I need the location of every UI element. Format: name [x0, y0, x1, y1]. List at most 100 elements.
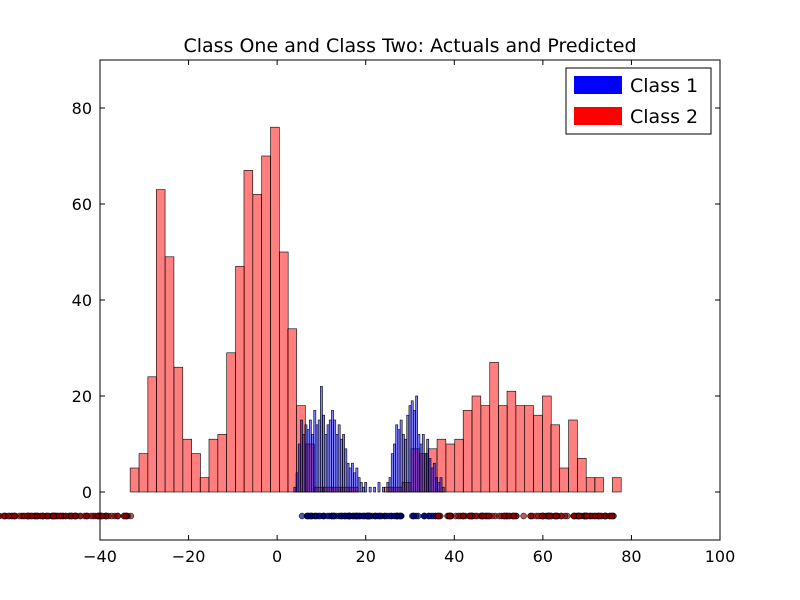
- strip-group: [298, 512, 439, 520]
- histogram-bar: [462, 410, 473, 493]
- histogram-bar: [199, 477, 210, 493]
- histogram-bar: [315, 424, 319, 493]
- histogram-bar: [339, 438, 343, 493]
- x-tick-label: 40: [444, 547, 464, 566]
- strip-point: [396, 512, 403, 520]
- histogram-bar: [279, 251, 289, 493]
- strip-point: [50, 512, 57, 520]
- y-tick-label: 60: [72, 195, 92, 214]
- strip-point: [122, 512, 130, 520]
- histogram-bar: [437, 482, 441, 493]
- histogram-bar: [489, 362, 499, 493]
- strip-point: [553, 512, 560, 520]
- x-tick-label: −20: [172, 547, 206, 566]
- histogram-bar: [337, 424, 341, 493]
- histogram-bar: [421, 434, 425, 493]
- histogram-bar: [320, 386, 323, 493]
- histogram-bar: [386, 482, 390, 493]
- strip-point: [5, 512, 12, 520]
- histogram-bar: [164, 256, 175, 493]
- strip-point: [39, 512, 46, 520]
- strip-point: [55, 512, 63, 520]
- axes: −40 −20 0 20 40 60 80 100 0 20 40 60 80: [72, 59, 736, 566]
- strip-group: [0, 512, 135, 520]
- histogram-bar: [399, 419, 403, 493]
- strip-point: [446, 512, 453, 520]
- histogram-bar: [390, 453, 394, 493]
- histogram-bar: [351, 462, 354, 493]
- strip-point: [21, 512, 28, 520]
- histogram-bar: [313, 410, 317, 493]
- histogram-bar: [441, 486, 445, 493]
- histogram-bar: [585, 477, 596, 493]
- plot-area: [129, 126, 622, 493]
- strip-point: [328, 512, 336, 520]
- strip-point: [72, 512, 79, 520]
- strip-point: [496, 512, 503, 520]
- histogram-bar: [335, 434, 339, 493]
- histogram-bar: [417, 434, 421, 493]
- histogram-bar: [331, 410, 334, 493]
- chart-title: Class One and Class Two: Actuals and Pre…: [183, 35, 636, 57]
- histogram-bar: [415, 395, 419, 493]
- histogram-bar: [410, 400, 414, 493]
- legend-label-class-1: Class 1: [630, 75, 698, 97]
- legend-swatch-class-2: [574, 107, 622, 125]
- histogram-bar: [401, 434, 405, 493]
- histogram-bar: [454, 438, 464, 493]
- strip-point: [459, 512, 467, 520]
- y-tick-label: 80: [72, 99, 92, 118]
- legend-swatch-class-1: [574, 76, 622, 94]
- histogram-bar: [515, 405, 525, 493]
- histogram-bar: [359, 482, 363, 493]
- histogram-bar: [322, 414, 326, 493]
- histogram-bar: [524, 405, 534, 493]
- histogram-bar: [182, 438, 192, 493]
- strip-point: [505, 512, 513, 520]
- histogram-bar: [300, 419, 303, 493]
- series-class-1: [293, 386, 445, 493]
- strip-point: [99, 512, 106, 520]
- histogram-bar: [506, 390, 517, 493]
- histogram-bar: [293, 486, 297, 493]
- histogram-bar: [377, 482, 381, 493]
- strip-point: [28, 512, 36, 520]
- histogram-bar: [270, 126, 280, 493]
- legend-label-class-2: Class 2: [630, 106, 698, 128]
- y-tick-label: 40: [72, 291, 92, 310]
- histogram-bar: [353, 472, 357, 493]
- histogram-bar: [138, 453, 149, 493]
- histogram-bar: [226, 352, 236, 493]
- strip-group: [434, 512, 617, 520]
- strip-point: [114, 512, 121, 520]
- histogram-bar: [311, 434, 314, 493]
- histogram-bar: [191, 453, 201, 493]
- strip-point: [434, 512, 442, 520]
- histogram-bar: [612, 477, 622, 493]
- histogram-bar: [302, 434, 306, 493]
- histogram-bar: [297, 443, 301, 493]
- histogram-bar: [498, 405, 508, 493]
- strip-point: [591, 512, 599, 520]
- histogram-bar: [306, 429, 310, 493]
- strip-point: [364, 512, 372, 520]
- strip-points: [0, 512, 617, 520]
- strip-point: [11, 512, 18, 520]
- histogram-bar: [362, 486, 365, 493]
- histogram-bar: [550, 424, 560, 493]
- strip-point: [410, 512, 417, 520]
- strip-point: [539, 512, 546, 520]
- histogram-bar: [408, 405, 412, 493]
- legend: Class 1 Class 2: [565, 67, 712, 135]
- histogram-bar: [373, 486, 376, 493]
- strip-point: [298, 512, 306, 520]
- strip-point: [545, 512, 553, 520]
- x-tick-label: −40: [83, 547, 117, 566]
- histogram-bar: [388, 477, 392, 493]
- x-tick-label: 100: [705, 547, 736, 566]
- histogram-bar: [261, 155, 271, 493]
- strip-point: [421, 512, 428, 520]
- x-tick-label: 0: [272, 547, 282, 566]
- y-tick-label: 20: [72, 387, 92, 406]
- histogram-bar: [413, 410, 416, 493]
